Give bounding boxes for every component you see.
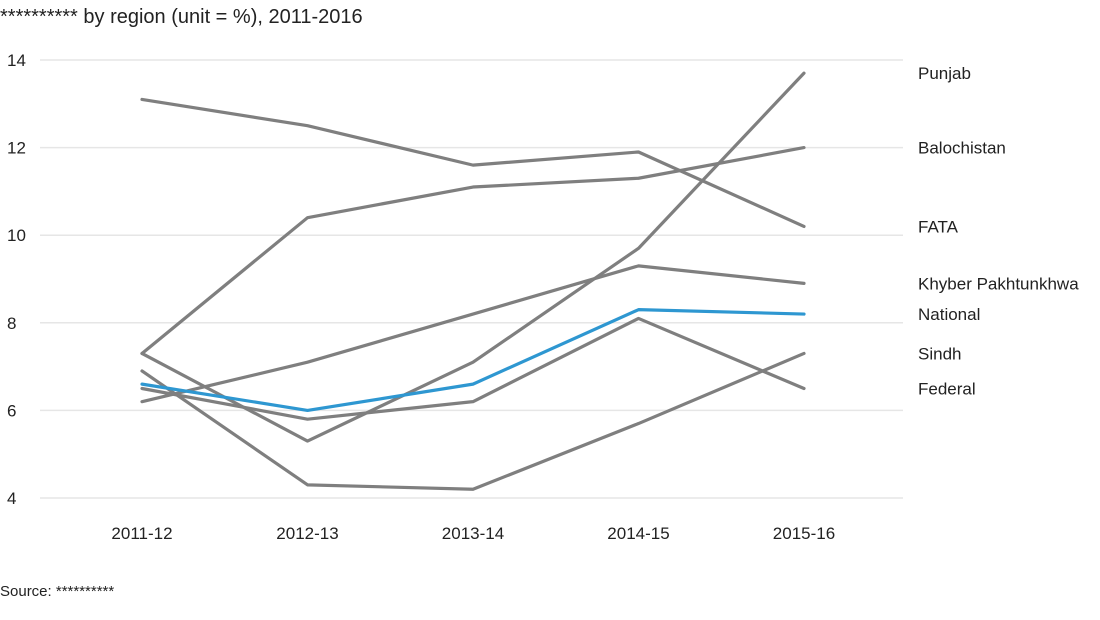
y-axis: 4 6 8 10 12 14 — [7, 51, 26, 508]
x-axis: 2011-12 2012-13 2013-14 2014-15 2015-16 — [111, 524, 835, 543]
y-tick-label: 8 — [7, 314, 16, 333]
y-tick-label: 12 — [7, 139, 26, 158]
x-tick-label: 2011-12 — [111, 524, 172, 543]
series-label-punjab: Punjab — [918, 64, 971, 83]
series-label-national: National — [918, 305, 980, 324]
y-tick-label: 14 — [7, 51, 26, 70]
x-tick-label: 2014-15 — [607, 524, 669, 543]
series-label-balochistan: Balochistan — [918, 139, 1006, 158]
series-line-khyber-pakhtunkhwa — [140, 264, 806, 404]
series-line-federal — [140, 316, 806, 421]
series-line-sindh — [140, 351, 806, 491]
source-note: Source: ********** — [0, 583, 115, 600]
chart-title: ********** by region (unit = %), 2011-20… — [0, 6, 363, 28]
y-tick-label: 4 — [7, 489, 16, 508]
series-label-federal: Federal — [918, 380, 976, 399]
x-tick-label: 2012-13 — [276, 524, 338, 543]
series-label-khyber-pakhtunkhwa: Khyber Pakhtunkhwa — [918, 274, 1079, 293]
series-line-punjab — [140, 71, 806, 443]
x-tick-label: 2013-14 — [442, 524, 504, 543]
gridlines — [40, 59, 903, 499]
series-line-fata — [140, 97, 806, 229]
y-tick-label: 10 — [7, 226, 26, 245]
series-lines — [140, 71, 806, 491]
series-line-balochistan — [140, 146, 806, 356]
series-labels: Punjab Balochistan FATA Khyber Pakhtunkhwa N… — [918, 64, 1079, 398]
series-label-sindh: Sindh — [918, 344, 961, 363]
y-tick-label: 6 — [7, 401, 16, 420]
x-tick-label: 2015-16 — [773, 524, 835, 543]
series-line-national — [140, 308, 806, 412]
series-label-fata: FATA — [918, 217, 959, 236]
